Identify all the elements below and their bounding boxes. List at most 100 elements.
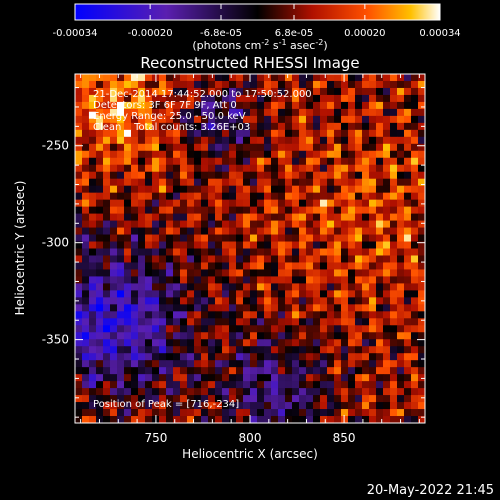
heatmap-cell (208, 80, 216, 89)
heatmap-cell (397, 143, 405, 152)
heatmap-cell (376, 318, 384, 326)
heatmap-cell (257, 213, 265, 221)
heatmap-cell (201, 192, 209, 201)
heatmap-cell (138, 388, 146, 396)
heatmap-cell (257, 150, 265, 159)
heatmap-cell (418, 178, 425, 187)
heatmap-cell (264, 325, 272, 333)
heatmap-cell (138, 416, 146, 423)
heatmap-cell (208, 262, 216, 270)
heatmap-cell (229, 220, 237, 228)
heatmap-cell (341, 143, 349, 152)
heatmap-cells (75, 74, 425, 423)
heatmap-cell (236, 304, 244, 312)
heatmap-cell (292, 318, 300, 326)
heatmap-cell (334, 304, 342, 312)
heatmap-cell (383, 94, 391, 103)
heatmap-cell (341, 353, 349, 361)
heatmap-cell (292, 416, 300, 423)
heatmap-cell (369, 150, 377, 159)
heatmap-cell (173, 157, 181, 166)
heatmap-cell (103, 213, 111, 221)
heatmap-cell (89, 304, 97, 312)
heatmap-cell (404, 416, 412, 423)
heatmap-cell (278, 297, 286, 305)
heatmap-cell (131, 339, 139, 347)
heatmap-cell (159, 283, 167, 291)
heatmap-cell (404, 360, 412, 368)
heatmap-cell (201, 255, 209, 263)
heatmap-cell (292, 304, 300, 312)
heatmap-cell (327, 157, 335, 166)
heatmap-cell (180, 346, 188, 354)
heatmap-cell (103, 74, 111, 82)
heatmap-cell (222, 395, 230, 403)
heatmap-cell (299, 185, 307, 194)
heatmap-cell (404, 101, 412, 110)
heatmap-cell (369, 318, 377, 326)
heatmap-cell (96, 80, 104, 89)
heatmap-cell (299, 339, 307, 347)
heatmap-cell (215, 402, 223, 410)
heatmap-cell (348, 311, 356, 319)
heatmap-cell (180, 101, 188, 110)
heatmap-cell (250, 87, 258, 96)
heatmap-cell (313, 297, 321, 305)
heatmap-cell (411, 262, 419, 270)
heatmap-cell (306, 318, 314, 326)
heatmap-cell (383, 241, 391, 249)
heatmap-cell (355, 416, 363, 423)
heatmap-cell (376, 150, 384, 159)
heatmap-cell (124, 213, 132, 221)
heatmap-cell (124, 269, 132, 277)
heatmap-cell (271, 339, 279, 347)
heatmap-cell (376, 353, 384, 361)
heatmap-cell (257, 234, 265, 242)
heatmap-cell (250, 241, 258, 249)
heatmap-cell (327, 150, 335, 159)
heatmap-cell (243, 157, 251, 166)
heatmap-cell (390, 192, 398, 201)
heatmap-cell (173, 297, 181, 305)
heatmap-cell (138, 150, 146, 159)
heatmap-cell (96, 227, 104, 235)
heatmap-cell (75, 227, 83, 235)
heatmap-cell (418, 136, 425, 145)
heatmap-cell (376, 122, 384, 131)
heatmap-cell (320, 416, 328, 423)
heatmap-cell (285, 304, 293, 312)
heatmap-cell (173, 409, 181, 417)
heatmap-cell (159, 248, 167, 256)
heatmap-cell (292, 374, 300, 382)
heatmap-cell (313, 101, 321, 110)
heatmap-cell (341, 136, 349, 145)
heatmap-cell (271, 192, 279, 201)
heatmap-cell (243, 122, 251, 131)
heatmap-cell (362, 325, 370, 333)
heatmap-cell (180, 136, 188, 145)
heatmap-cell (145, 178, 153, 187)
heatmap-cell (243, 311, 251, 319)
heatmap-cell (299, 381, 307, 389)
heatmap-cell (348, 143, 356, 152)
heatmap-cell (96, 346, 104, 354)
heatmap-cell (369, 143, 377, 152)
heatmap-cell (159, 206, 167, 214)
heatmap-cell (152, 101, 160, 110)
heatmap-cell (306, 248, 314, 256)
heatmap-cell (187, 381, 195, 389)
heatmap-cell (355, 255, 363, 263)
heatmap-cell (131, 290, 139, 298)
heatmap-cell (103, 150, 111, 159)
heatmap-cell (362, 283, 370, 291)
heatmap-cell (215, 122, 223, 131)
heatmap-cell (306, 74, 314, 82)
heatmap-cell (264, 367, 272, 375)
heatmap-cell (89, 402, 97, 410)
heatmap-cell (96, 122, 104, 131)
heatmap-cell (166, 171, 174, 180)
heatmap-cell (103, 339, 111, 347)
heatmap-cell (215, 206, 223, 214)
heatmap-cell (404, 367, 412, 375)
heatmap-cell (257, 136, 265, 145)
